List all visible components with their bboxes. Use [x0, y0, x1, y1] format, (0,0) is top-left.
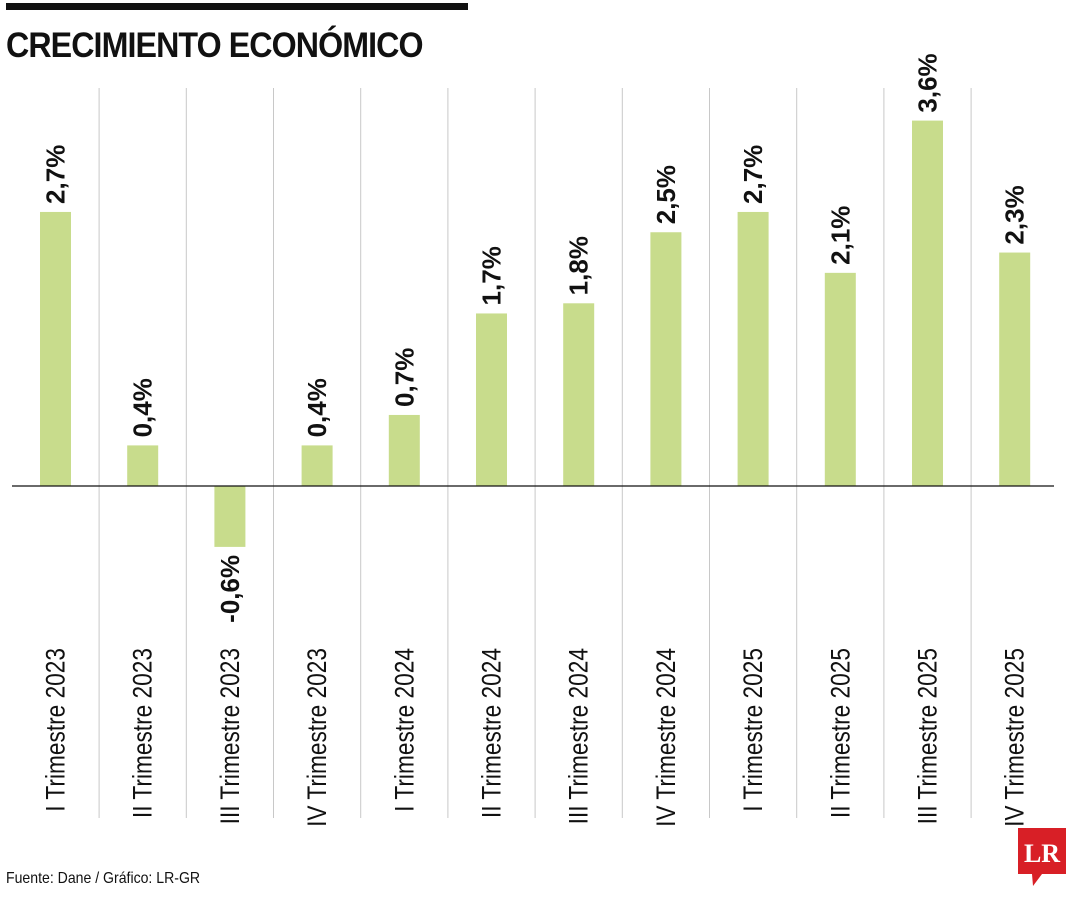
- bar-value-label: 0,4%: [128, 378, 158, 437]
- bar-value-label: 2,3%: [1000, 185, 1030, 244]
- category-label: II Trimestre 2025: [825, 648, 855, 818]
- top-rule: [6, 3, 468, 10]
- category-label: II Trimestre 2023: [128, 648, 158, 818]
- bar: [476, 313, 507, 486]
- bar: [388, 414, 420, 486]
- category-label: IV Trimestre 2023: [302, 648, 332, 827]
- bar: [301, 445, 333, 486]
- bar-value-label: 1,8%: [564, 236, 594, 295]
- category-label: IV Trimestre 2025: [1000, 648, 1030, 827]
- bar-value-label: 2,5%: [651, 165, 681, 224]
- lr-logo: LR: [1018, 828, 1066, 886]
- bar-value-label: 2,7%: [41, 145, 71, 204]
- bar-value-label: 0,4%: [302, 378, 332, 437]
- bar: [563, 303, 595, 486]
- logo-text: LR: [1024, 839, 1060, 868]
- bar: [40, 211, 71, 486]
- bar-value-label: -0,6%: [215, 555, 245, 623]
- category-label: III Trimestre 2023: [215, 648, 245, 824]
- bar-value-label: 0,7%: [389, 348, 419, 407]
- category-label: IV Trimestre 2024: [651, 648, 681, 827]
- category-label: III Trimestre 2025: [913, 648, 943, 824]
- bar-value-label: 2,1%: [825, 206, 855, 265]
- bar: [824, 272, 856, 486]
- source-note: Fuente: Dane / Gráfico: LR-GR: [6, 870, 201, 887]
- category-label: I Trimestre 2024: [389, 648, 419, 812]
- category-label: I Trimestre 2023: [41, 648, 71, 812]
- bar-value-label: 1,7%: [477, 246, 507, 305]
- bar: [650, 232, 682, 486]
- bar: [214, 486, 246, 547]
- category-label: I Trimestre 2025: [738, 648, 768, 812]
- category-label: II Trimestre 2024: [477, 648, 507, 818]
- bar: [912, 120, 943, 486]
- bar-value-label: 3,6%: [913, 53, 943, 112]
- bar: [127, 445, 159, 486]
- chart-title: CRECIMIENTO ECONÓMICO: [6, 26, 424, 65]
- bar: [999, 252, 1031, 486]
- bar-value-label: 2,7%: [738, 145, 768, 204]
- bar: [737, 211, 769, 486]
- category-label: III Trimestre 2024: [564, 648, 594, 825]
